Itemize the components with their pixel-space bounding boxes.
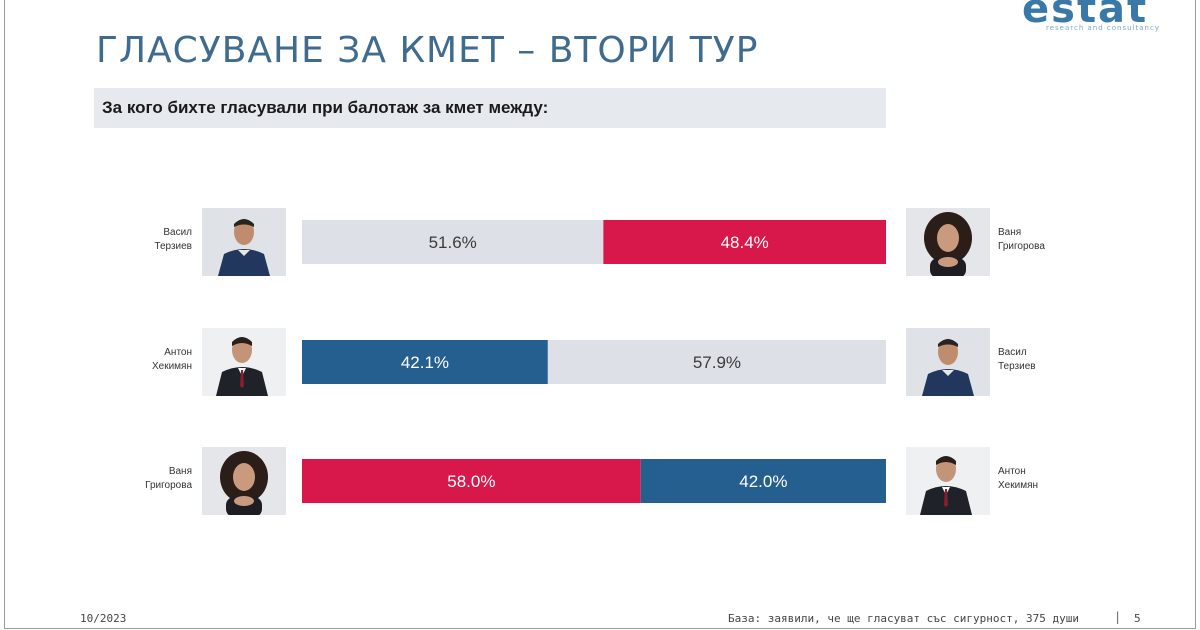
man-suit-photo <box>906 447 990 515</box>
candidate-name: Ваня Григорова <box>102 465 192 493</box>
bar-data-label: 57.9% <box>693 353 741 372</box>
candidate-name: Антон Хекимян <box>998 465 1088 493</box>
man-sweater-photo <box>202 208 286 276</box>
woman-curly-hair-photo <box>906 208 990 276</box>
candidate-last-name: Григорова <box>998 241 1045 252</box>
candidate-first-name: Антон <box>998 466 1026 477</box>
candidate-last-name: Терзиев <box>998 361 1036 372</box>
candidate-last-name: Хекимян <box>151 361 192 372</box>
footer-date: 10/2023 <box>80 612 127 625</box>
candidate-name: Антон Хекимян <box>102 346 192 374</box>
bar-data-label: 42.1% <box>401 353 449 372</box>
bar-segment-left <box>302 459 641 503</box>
slide-title: ГЛАСУВАНЕ ЗА КМЕТ – ВТОРИ ТУР <box>96 30 759 71</box>
candidate-last-name: Терзиев <box>154 241 192 252</box>
man-sweater-photo <box>906 328 990 396</box>
bar-data-label: 51.6% <box>429 233 477 252</box>
candidate-last-name: Хекимян <box>998 480 1039 491</box>
candidate-name: Васил Терзиев <box>102 226 192 254</box>
slide-frame <box>4 0 1196 629</box>
man-suit-photo <box>202 328 286 396</box>
bar-segment-left <box>302 340 548 384</box>
candidate-first-name: Васил <box>998 347 1027 358</box>
bar-segment-right <box>547 340 886 384</box>
bar-data-label: 58.0% <box>447 472 495 491</box>
candidate-first-name: Ваня <box>168 466 192 477</box>
estat-logo: estat <box>1022 0 1149 32</box>
candidate-last-name: Григорова <box>145 480 192 491</box>
bar-segment-left <box>302 220 604 264</box>
candidate-name: Васил Терзиев <box>998 346 1088 374</box>
woman-curly-hair-photo <box>202 447 286 515</box>
bar-segment-right <box>603 220 886 264</box>
survey-question: За кого бихте гласували при балотаж за к… <box>94 88 886 128</box>
logo-subtitle: research and consultancy <box>1046 24 1160 32</box>
candidate-name: Ваня Григорова <box>998 226 1088 254</box>
candidate-first-name: Антон <box>164 347 192 358</box>
bar-data-label: 42.0% <box>739 472 787 491</box>
candidate-first-name: Васил <box>163 227 192 238</box>
footer-base-note: База: заявили, че ще гласуват със сигурн… <box>728 612 1079 625</box>
page-number: 5 <box>1134 612 1141 625</box>
candidate-first-name: Ваня <box>998 227 1022 238</box>
footer-separator: | <box>1114 610 1122 624</box>
bar-segment-right <box>640 459 886 503</box>
bar-data-label: 48.4% <box>721 233 769 252</box>
